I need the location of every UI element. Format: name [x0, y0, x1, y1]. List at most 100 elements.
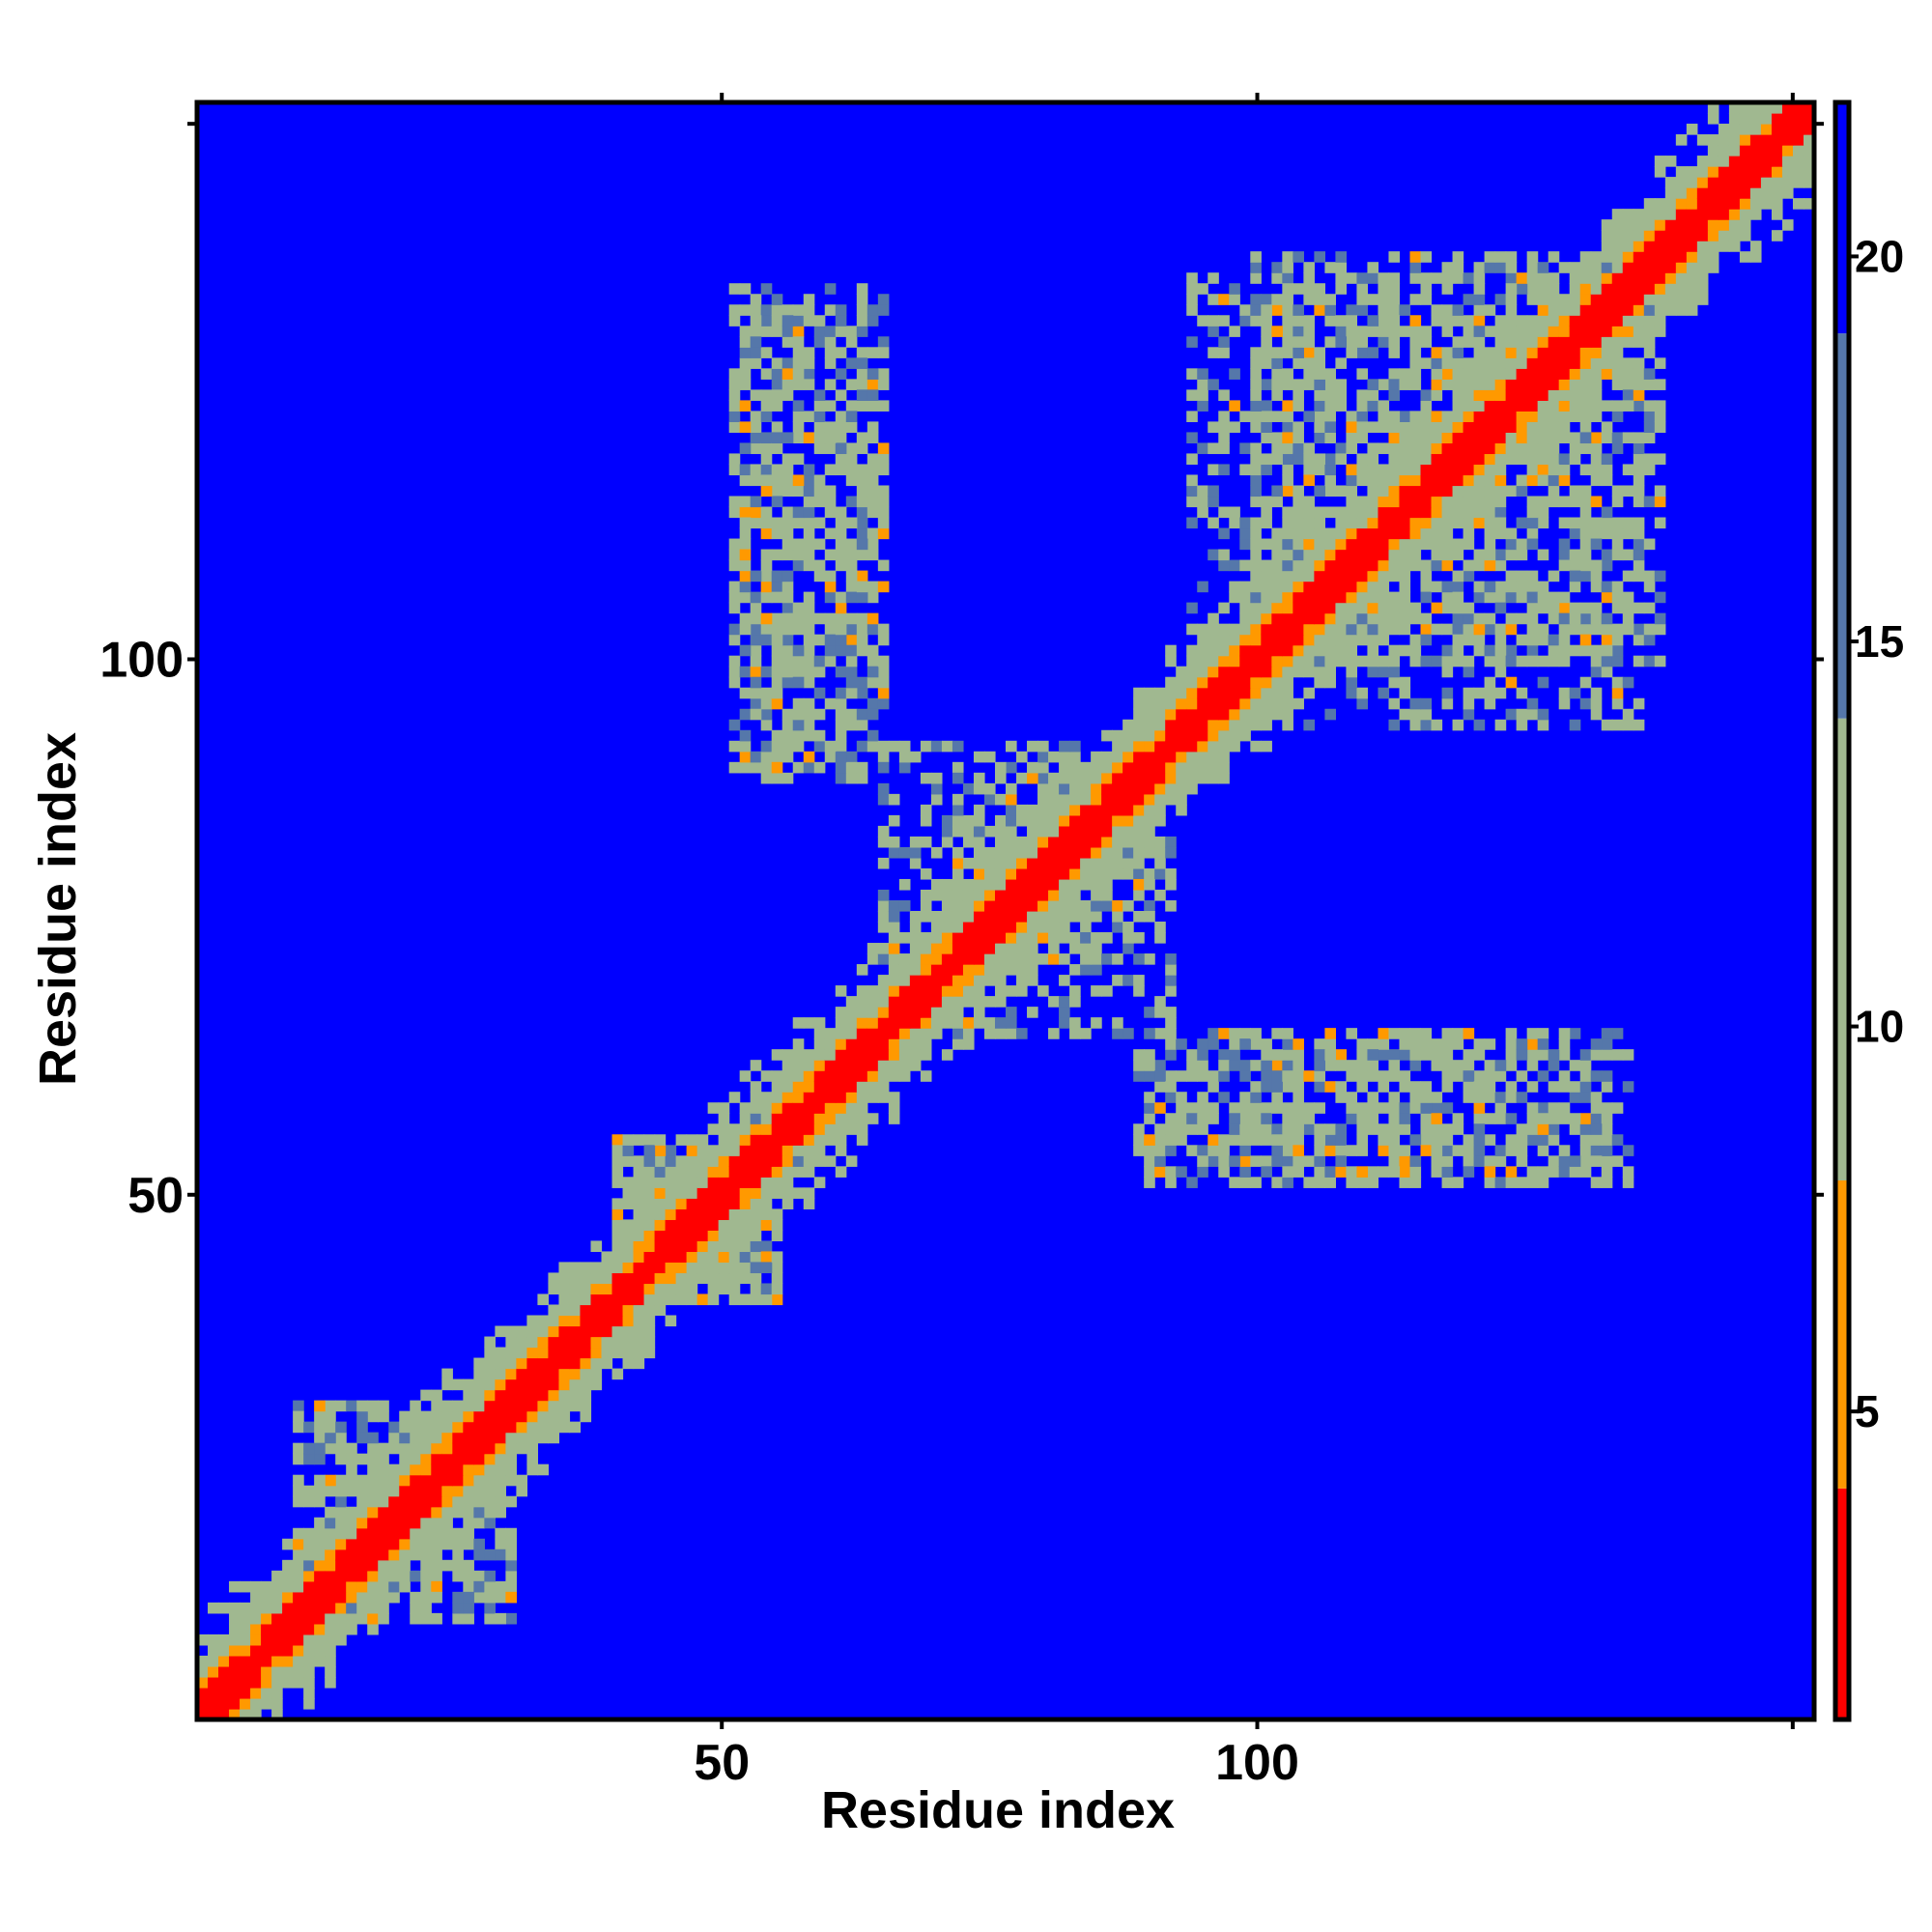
- heatmap-cell: [1409, 336, 1422, 348]
- heatmap-cell: [771, 315, 783, 327]
- heatmap-cell: [1728, 156, 1741, 167]
- heatmap-cell: [1473, 453, 1486, 466]
- heatmap-cell: [1282, 666, 1293, 678]
- heatmap-cell: [463, 1410, 474, 1423]
- heatmap-cell: [888, 1070, 900, 1082]
- heatmap-cell: [750, 1219, 762, 1231]
- heatmap-cell: [452, 1485, 464, 1497]
- heatmap-cell: [1409, 1060, 1422, 1071]
- heatmap-cell: [877, 985, 890, 997]
- heatmap-cell: [1399, 602, 1411, 614]
- heatmap-cell: [452, 1421, 464, 1434]
- heatmap-cell: [750, 1177, 762, 1188]
- heatmap-cell: [569, 1378, 582, 1391]
- heatmap-cell: [1611, 719, 1624, 731]
- heatmap-cell: [1293, 1145, 1304, 1156]
- heatmap-cell: [962, 782, 975, 795]
- heatmap-cell: [1516, 1145, 1528, 1156]
- heatmap-cell: [1144, 1166, 1155, 1178]
- heatmap-cell: [1441, 1049, 1454, 1061]
- heatmap-cell: [1144, 1060, 1155, 1071]
- heatmap-cell: [601, 1304, 613, 1317]
- heatmap-cell: [1346, 1092, 1358, 1103]
- heatmap-cell: [325, 1634, 336, 1646]
- heatmap-cell: [1611, 1134, 1624, 1146]
- heatmap-cell: [1378, 570, 1390, 582]
- heatmap-cell: [1611, 538, 1624, 551]
- heatmap-cell: [760, 1134, 773, 1146]
- heatmap-cell: [781, 751, 794, 763]
- heatmap-cell: [601, 1262, 613, 1274]
- heatmap-cell: [1611, 230, 1624, 242]
- heatmap-cell: [452, 1506, 464, 1519]
- heatmap-cell: [1473, 272, 1486, 284]
- heatmap-cell: [1069, 985, 1081, 997]
- heatmap-cell: [1590, 1092, 1603, 1103]
- heatmap-cell: [792, 538, 805, 551]
- heatmap-cell: [1324, 1177, 1336, 1188]
- heatmap-cell: [898, 878, 911, 891]
- heatmap-cell: [1633, 442, 1645, 455]
- heatmap-cell: [856, 474, 868, 487]
- heatmap-cell: [739, 421, 752, 433]
- heatmap-cell: [941, 878, 953, 891]
- heatmap-cell: [739, 1208, 752, 1220]
- heatmap-cell: [739, 527, 752, 540]
- heatmap-cell: [771, 729, 783, 742]
- heatmap-cell: [1409, 294, 1422, 305]
- heatmap-cell: [282, 1612, 294, 1625]
- heatmap-cell: [505, 1591, 517, 1604]
- heatmap-cell: [1441, 368, 1454, 380]
- heatmap-cell: [1314, 666, 1325, 678]
- heatmap-cell: [1229, 591, 1240, 604]
- heatmap-cell: [760, 719, 773, 731]
- heatmap-cell: [1282, 336, 1293, 348]
- heatmap-cell: [1218, 347, 1230, 358]
- heatmap-cell: [1569, 1028, 1581, 1039]
- heatmap-cell: [1250, 272, 1262, 284]
- heatmap-cell: [1601, 464, 1613, 476]
- heatmap-cell: [1494, 602, 1507, 614]
- heatmap-cell: [611, 1283, 624, 1295]
- heatmap-cell: [1611, 336, 1624, 348]
- heatmap-cell: [1484, 464, 1496, 476]
- heatmap-cell: [835, 1070, 847, 1082]
- heatmap-cell: [1239, 1028, 1251, 1039]
- heatmap-cell: [1165, 846, 1177, 859]
- heatmap-cell: [1548, 602, 1560, 614]
- heatmap-cell: [1463, 655, 1475, 668]
- heatmap-cell: [1208, 1145, 1219, 1156]
- heatmap-cell: [1261, 687, 1272, 699]
- heatmap-cell: [1367, 612, 1379, 625]
- heatmap-cell: [229, 1676, 241, 1689]
- heatmap-cell: [1314, 527, 1325, 540]
- heatmap-cell: [1526, 251, 1539, 263]
- heatmap-cell: [1728, 113, 1741, 125]
- heatmap-cell: [1590, 1102, 1603, 1114]
- heatmap-cell: [505, 1559, 517, 1572]
- heatmap-cell: [1463, 315, 1475, 327]
- heatmap-cell: [1590, 1070, 1603, 1082]
- heatmap-cell: [1452, 538, 1464, 551]
- heatmap-cell: [739, 612, 752, 625]
- heatmap-cell: [1409, 368, 1422, 380]
- heatmap-cell: [760, 1070, 773, 1082]
- heatmap-cell: [1080, 932, 1092, 944]
- heatmap-cell: [526, 1432, 539, 1444]
- heatmap-cell: [1431, 1038, 1443, 1050]
- heatmap-cell: [856, 964, 868, 976]
- heatmap-cell: [1590, 283, 1603, 295]
- heatmap-cell: [1165, 1145, 1177, 1156]
- heatmap-cell: [1707, 166, 1719, 178]
- heatmap-cell: [558, 1283, 571, 1295]
- heatmap-cell: [813, 666, 826, 678]
- heatmap-cell: [526, 1400, 539, 1412]
- heatmap-cell: [856, 347, 868, 358]
- heatmap-cell: [1282, 485, 1293, 497]
- heatmap-cell: [739, 1272, 752, 1285]
- heatmap-cell: [750, 612, 762, 625]
- heatmap-cell: [1059, 836, 1070, 848]
- heatmap-cell: [1229, 283, 1240, 295]
- heatmap-cell: [1154, 804, 1166, 816]
- heatmap-cell: [1239, 634, 1251, 646]
